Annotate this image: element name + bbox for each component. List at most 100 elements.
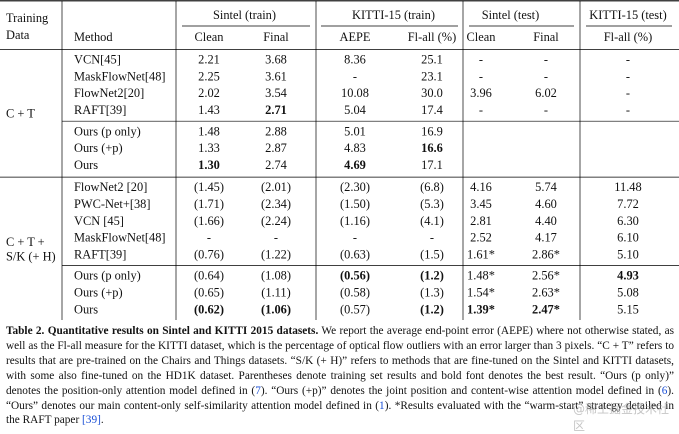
cell-final-5: - (544, 103, 548, 117)
cell-fl-all-6: 5.10 (617, 247, 639, 261)
cell-final-5: 2.47* (532, 302, 560, 316)
method-name: RAFT[39] (74, 103, 126, 117)
cell-final-1: 3.68 (265, 53, 287, 67)
method-name: FlowNet2 [20] (74, 180, 147, 194)
cell-clean-4: - (479, 103, 483, 117)
cell-fl-all-3: 17.1 (421, 158, 443, 172)
cell-fl-all-6: 6.10 (617, 231, 639, 245)
cell-clean-4: 1.54* (467, 286, 495, 300)
caption-text-4: ). *Results evaluated with the “warm-sta… (6, 399, 674, 427)
cell-aepe-2: 4.83 (344, 141, 366, 155)
cell-clean-0: 1.48 (198, 124, 220, 138)
header-data: Data (6, 28, 30, 42)
caption-ref-raft[interactable]: [39] (82, 414, 101, 427)
citation-link[interactable]: [48] (145, 231, 166, 245)
caption-text-3: ). “Ours” denotes our main content-only … (6, 384, 674, 412)
citation-link[interactable]: [20] (124, 86, 145, 100)
cell-clean-0: 1.43 (198, 103, 220, 117)
cell-fl-all-6: - (626, 69, 630, 83)
cell-fl-all-6: 11.48 (614, 180, 641, 194)
citation-link[interactable]: [20] (127, 180, 148, 194)
cell-final-5: 4.17 (535, 231, 557, 245)
citation-link[interactable]: [38] (130, 197, 151, 211)
method-label: RAFT (74, 247, 106, 261)
cell-final-5: 2.63* (532, 286, 560, 300)
cell-final-1: (2.34) (261, 197, 291, 211)
table-row: Ours (0.62) (1.06) (0.57) (1.2) 1.39* 2.47* 5.1… (74, 302, 639, 316)
method-label: PWC-Net+ (74, 197, 130, 211)
cell-aepe-2: (1.50) (340, 197, 370, 211)
header-span-0: Sintel (train) (213, 8, 276, 22)
method-label: MaskFlowNet (74, 231, 145, 245)
cell-final-1: 2.87 (265, 141, 287, 155)
caption-ref-eq1[interactable]: 1 (379, 399, 385, 412)
cell-aepe-2: 5.04 (344, 103, 366, 117)
table-row: RAFT[39] (0.76) (1.22) (0.63) (1.5) 1.61* 2.86… (74, 247, 639, 261)
cell-aepe-2: 5.01 (344, 124, 366, 138)
cell-final-1: - (274, 231, 278, 245)
cell-clean-4: 1.48* (467, 269, 495, 283)
caption-text-5: . (100, 414, 104, 427)
table-row: Ours (+p) 1.33 2.87 4.83 16.6 (74, 141, 443, 155)
cell-final-1: 2.71 (265, 103, 287, 117)
cell-final-5: - (544, 53, 548, 67)
section-label-1-1: S/K (+ H) (6, 250, 56, 264)
cell-clean-4: 2.52 (470, 231, 492, 245)
cell-final-1: (1.06) (261, 302, 291, 316)
cell-fl-all-3: 16.9 (421, 124, 443, 138)
cell-fl-all-3: (5.3) (420, 197, 444, 211)
method-label: MaskFlowNet (74, 69, 145, 83)
table-row: Ours 1.30 2.74 4.69 17.1 (74, 158, 443, 172)
table-row: FlowNet2[20] 2.02 3.54 10.08 30.0 3.96 6.02 - (74, 86, 630, 100)
cell-clean-0: - (207, 231, 211, 245)
cell-clean-0: (1.66) (194, 214, 224, 228)
cell-fl-all-6: 6.30 (617, 214, 639, 228)
method-name: Ours (p only) (74, 124, 141, 138)
cell-fl-all-3: 23.1 (421, 69, 443, 83)
cell-final-1: (2.24) (261, 214, 291, 228)
method-label: Ours (p only) (74, 124, 141, 138)
cell-fl-all-6: 5.08 (617, 286, 639, 300)
citation-link[interactable]: [45] (100, 53, 121, 67)
citation-link[interactable]: [39] (106, 247, 127, 261)
cell-aepe-2: 4.69 (344, 158, 366, 172)
cell-fl-all-3: 17.4 (421, 103, 443, 117)
results-table: Training Data Sintel (train) KITTI-15 (trai… (0, 0, 679, 320)
cell-fl-all-3: 25.1 (421, 53, 443, 67)
cell-final-5: 2.86* (532, 247, 560, 261)
cell-aepe-2: (0.63) (340, 247, 370, 261)
cell-clean-4: - (479, 53, 483, 67)
method-label: VCN (74, 214, 103, 228)
cell-fl-all-3: (4.1) (420, 214, 444, 228)
cell-fl-all-6: - (626, 86, 630, 100)
cell-aepe-2: - (353, 231, 357, 245)
cell-fl-all-6: 4.93 (617, 269, 639, 283)
cell-clean-0: (1.45) (194, 180, 224, 194)
citation-link[interactable]: [45] (103, 214, 124, 228)
table-row: Ours (p only) 1.48 2.88 5.01 16.9 (74, 124, 443, 138)
watermark: @稀土掘金技术社区 (573, 402, 670, 433)
table-row: RAFT[39] 1.43 2.71 5.04 17.4 - - - (74, 103, 630, 117)
cell-aepe-2: (1.16) (340, 214, 370, 228)
cell-fl-all-3: 30.0 (421, 86, 443, 100)
method-name: Ours (+p) (74, 286, 123, 300)
method-label: Ours (74, 302, 98, 316)
cell-fl-all-3: (1.2) (420, 269, 444, 283)
cell-final-1: 2.74 (265, 158, 287, 172)
cell-final-5: 4.60 (535, 197, 557, 211)
cell-final-5: 2.56* (532, 269, 560, 283)
method-name: RAFT[39] (74, 247, 126, 261)
citation-link[interactable]: [39] (106, 103, 127, 117)
cell-fl-all-3: (6.8) (420, 180, 444, 194)
header-subcol-6: Fl-all (%) (604, 30, 653, 44)
header-subcol-2: AEPE (340, 30, 371, 44)
caption-ref-eq6[interactable]: 6 (661, 384, 668, 397)
caption-ref-eq7[interactable]: 7 (255, 384, 261, 397)
citation-link[interactable]: [48] (145, 69, 166, 83)
section-label-0-0: C + T (6, 106, 35, 120)
cell-aepe-2: (2.30) (340, 180, 370, 194)
cell-final-1: (1.11) (261, 286, 290, 300)
table-row: VCN[45] 2.21 3.68 8.36 25.1 - - - (74, 53, 630, 67)
cell-aepe-2: (0.58) (340, 286, 370, 300)
cell-aepe-2: - (353, 69, 357, 83)
